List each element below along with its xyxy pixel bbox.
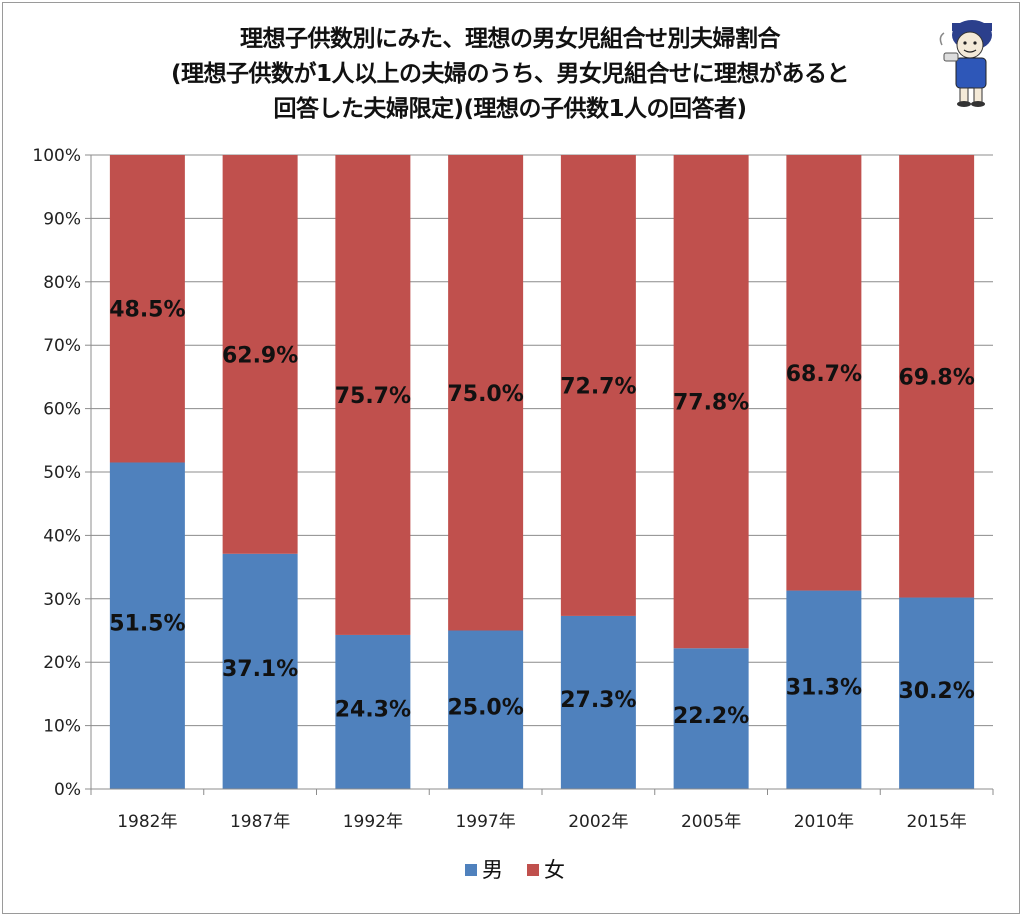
y-tick-label: 30%	[43, 590, 81, 610]
chart-title-line-3: 回答した夫婦限定)(理想の子供数1人の回答者)	[273, 96, 747, 122]
x-tick-label: 1997年	[455, 812, 515, 832]
bar-male	[560, 615, 636, 789]
x-tick-label: 1987年	[230, 812, 290, 832]
bar-male	[109, 462, 185, 789]
bar-female	[109, 155, 185, 463]
bar-female	[448, 155, 524, 631]
data-label-female: 68.7%	[786, 362, 862, 387]
bar-male	[335, 634, 411, 789]
y-tick-label: 70%	[43, 336, 81, 356]
bar-female	[222, 155, 298, 554]
bar-female	[786, 155, 862, 591]
data-label-female: 77.8%	[673, 391, 749, 416]
data-label-male: 51.5%	[109, 611, 185, 636]
mascot-logo-icon	[939, 20, 992, 107]
bar-male	[673, 648, 749, 789]
data-label-female: 62.9%	[222, 343, 298, 368]
bar-male	[899, 597, 975, 789]
y-tick-label: 100%	[32, 146, 81, 166]
data-label-female: 69.8%	[898, 365, 974, 390]
y-tick-label: 80%	[43, 273, 81, 293]
bar-male	[786, 590, 862, 789]
x-tick-label: 2010年	[794, 812, 854, 832]
data-label-male: 31.3%	[786, 675, 862, 700]
bar-female	[899, 155, 975, 598]
bar-female	[335, 155, 411, 635]
x-tick-label: 2005年	[681, 812, 741, 832]
legend-swatch-female	[527, 864, 539, 876]
data-label-female: 48.5%	[109, 298, 185, 323]
x-tick-label: 2015年	[906, 812, 966, 832]
chart-title: 理想子供数別にみた、理想の男女児組合せ別夫婦割合 (理想子供数が1人以上の夫婦の…	[110, 22, 910, 127]
data-label-male: 27.3%	[560, 688, 636, 713]
x-tick-label: 2002年	[568, 812, 628, 832]
bar-female	[673, 155, 749, 649]
data-label-male: 37.1%	[222, 657, 298, 682]
y-tick-label: 20%	[43, 653, 81, 673]
x-tick-label: 1982年	[117, 812, 177, 832]
data-label-female: 75.7%	[335, 384, 411, 409]
legend-label-male: 男	[482, 858, 503, 882]
legend-swatch-male	[465, 864, 477, 876]
data-label-male: 22.2%	[673, 704, 749, 729]
y-tick-label: 60%	[43, 400, 81, 420]
data-label-male: 24.3%	[335, 698, 411, 723]
bar-male	[222, 553, 298, 789]
bar-male	[448, 630, 524, 789]
legend-label-female: 女	[544, 858, 565, 882]
data-label-male: 25.0%	[447, 695, 523, 720]
y-tick-label: 50%	[43, 463, 81, 483]
data-label-female: 72.7%	[560, 374, 636, 399]
bar-female	[560, 155, 636, 616]
data-label-male: 30.2%	[898, 679, 974, 704]
data-label-female: 75.0%	[447, 382, 523, 407]
y-tick-label: 0%	[54, 780, 81, 800]
x-tick-label: 1992年	[343, 812, 403, 832]
chart-title-line-2: (理想子供数が1人以上の夫婦のうち、男女児組合せに理想があると	[170, 61, 850, 87]
chart-title-line-1: 理想子供数別にみた、理想の男女児組合せ別夫婦割合	[240, 26, 781, 52]
y-tick-label: 40%	[43, 526, 81, 546]
y-tick-label: 90%	[43, 209, 81, 229]
y-tick-label: 10%	[43, 717, 81, 737]
